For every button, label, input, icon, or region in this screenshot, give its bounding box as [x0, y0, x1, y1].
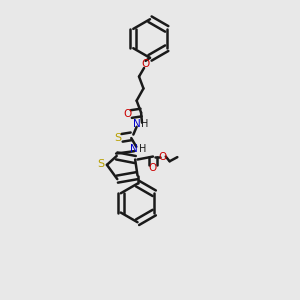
Text: S: S: [115, 133, 122, 143]
Text: H: H: [139, 144, 146, 154]
Text: O: O: [149, 163, 157, 173]
Text: N: N: [130, 144, 138, 154]
Text: S: S: [97, 159, 104, 169]
Text: O: O: [124, 109, 132, 119]
Text: O: O: [141, 59, 150, 69]
Text: H: H: [141, 119, 148, 129]
Text: O: O: [159, 152, 167, 161]
Text: N: N: [133, 119, 140, 129]
